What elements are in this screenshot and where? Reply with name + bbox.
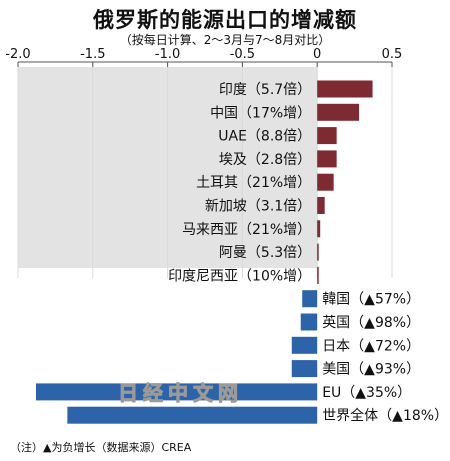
bar-category-label: 印度（5.7倍） — [219, 82, 311, 98]
bar — [291, 360, 318, 378]
bar — [317, 197, 325, 214]
bar — [317, 150, 337, 168]
x-tick-label: -1.0 — [155, 47, 180, 62]
bar — [35, 383, 318, 401]
bar — [300, 313, 318, 331]
x-tick-label: 0 — [313, 47, 321, 62]
bar-category-label: UAE（8.8倍） — [218, 129, 311, 145]
bar-category-label: 日本（▲72%） — [322, 338, 420, 354]
x-tick-label: -0.5 — [230, 47, 255, 62]
chart-subtitle: （按每日计算、2～3月与7～8月对比） — [119, 33, 331, 47]
bar — [302, 290, 318, 308]
bar-category-label: 埃及（2.8倍） — [219, 152, 311, 168]
bar-category-label: 韓国（▲57%） — [322, 292, 420, 308]
bar-category-label: 英国（▲98%） — [322, 314, 420, 331]
bar — [317, 220, 321, 238]
bar — [317, 103, 360, 121]
x-tick-label: -2.0 — [5, 47, 30, 62]
bar — [317, 266, 319, 284]
bar — [317, 173, 334, 191]
bar-category-label: EU（▲35%） — [322, 385, 411, 401]
watermark: 日经中文网 — [118, 381, 243, 406]
bar — [317, 80, 373, 98]
bar-category-label: 美国（▲93%） — [322, 362, 420, 378]
bar-category-label: 土耳其（21%增） — [196, 175, 311, 191]
bar — [317, 243, 319, 261]
bar-category-label: 阿曼（5.3倍） — [219, 245, 311, 261]
bar-category-label: 印度尼西亚（10%增） — [168, 268, 311, 284]
bar-category-label: 新加坡（3.1倍） — [205, 199, 311, 215]
x-tick-label: 0.5 — [382, 47, 403, 62]
bar — [317, 127, 337, 145]
bar-category-label: 中国（17%增） — [210, 105, 311, 121]
bar-category-label: 马来西亚（21%增） — [182, 222, 311, 238]
bar — [291, 336, 318, 354]
x-tick-label: -1.5 — [80, 47, 105, 62]
bar — [67, 406, 318, 424]
bar-category-label: 世界全体（▲18%） — [322, 407, 448, 424]
footnote: （注）▲为负增长（数据来源）CREA — [10, 441, 192, 454]
chart-title: 俄罗斯的能源出口的增减额 — [93, 8, 357, 32]
